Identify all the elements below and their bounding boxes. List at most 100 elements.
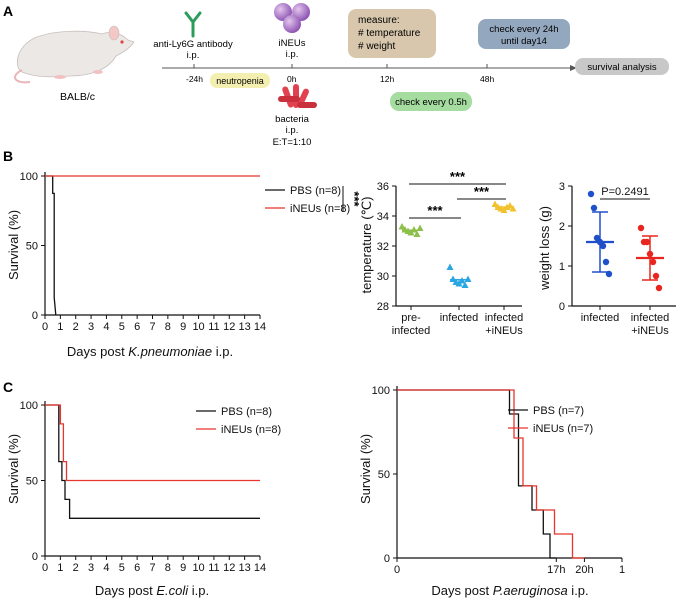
c1-legend-label-0: PBS (n=8)	[221, 406, 272, 418]
tick-minus24h: -24h	[186, 74, 203, 84]
b1-x-tick-label: 2	[73, 321, 79, 333]
measure-temperature: # temperature	[358, 28, 421, 39]
measure-box	[348, 9, 436, 58]
c2-x-tick-label: 17h	[547, 564, 565, 576]
b3-point	[655, 284, 663, 292]
c1-x-tick-label: 9	[180, 562, 186, 574]
c1-x-tick-label: 1	[57, 562, 63, 574]
panel-label-b: B	[3, 148, 13, 164]
b2-sig-stars: ***	[427, 203, 443, 218]
b1-y-tick-label: 100	[20, 171, 38, 183]
bacteria-icon	[278, 84, 317, 108]
panel-label-c: C	[3, 379, 13, 395]
b2-x-label-line2: infected	[392, 325, 431, 337]
b1-x-tick-label: 4	[103, 321, 109, 333]
ineu-label: iNEUs	[279, 38, 306, 49]
c-paeruginosa-xlabel: Days post P.aeruginosa i.p.	[431, 583, 588, 598]
b2-sig-stars: ***	[474, 184, 490, 199]
c2-legend-label-1: iNEUs (n=7)	[533, 423, 593, 435]
b1-x-tick-label: 0	[42, 321, 48, 333]
et-ratio: E:T=1:10	[273, 137, 312, 148]
b3-point	[590, 204, 598, 212]
bacteria-label: bacteria	[275, 114, 310, 125]
ineu-cells-icon	[274, 3, 310, 33]
c1-x-tick-label: 2	[73, 562, 79, 574]
b1-legend-label-1: iNEUs (n=8)	[290, 203, 350, 215]
b2-y-tick-label: 30	[377, 271, 389, 283]
b2-point	[446, 263, 454, 270]
b3-x-label-line2: +iNEUs	[631, 325, 669, 337]
b1-sig-stars: ***	[347, 191, 362, 207]
c2-y-tick-label: 100	[372, 385, 390, 397]
b2-y-tick-label: 32	[377, 241, 389, 253]
b2-x-label-line1: infected	[485, 312, 524, 324]
b1-x-tick-label: 1	[57, 321, 63, 333]
b1-series-pbs	[45, 175, 57, 316]
b3-point	[652, 272, 660, 280]
c1-x-tick-label: 12	[223, 562, 235, 574]
c1-x-tick-label: 10	[192, 562, 204, 574]
c2-x-tick-label: 1	[619, 564, 625, 576]
chart-c-paeruginosa: 0 17h 20h 1 0 50 100 PBS (n=7) iNEUs (n=7) Surv…	[358, 385, 625, 598]
b3-point	[602, 258, 610, 266]
b2-point	[416, 224, 424, 231]
tick-48h: 48h	[480, 74, 494, 84]
check-24h-line2: until day14	[501, 36, 547, 47]
b-survival-ylabel: Survival (%)	[6, 210, 21, 280]
c1-y-tick-label: 100	[20, 400, 38, 412]
b1-y-tick-label: 0	[32, 310, 38, 322]
b2-y-tick-label: 28	[377, 301, 389, 313]
c1-legend-label-1: iNEUs (n=8)	[221, 424, 281, 436]
b-survival-xlabel: Days post K.pneumoniae i.p.	[67, 344, 233, 359]
c1-x-tick-label: 0	[42, 562, 48, 574]
ineu-route: i.p.	[286, 49, 299, 60]
c1-x-tick-label: 4	[103, 562, 109, 574]
b3-point	[587, 190, 595, 198]
b2-point	[461, 281, 469, 288]
b1-x-tick-label: 12	[223, 321, 235, 333]
c1-x-tick-label: 6	[134, 562, 140, 574]
check-05h-box	[390, 92, 472, 111]
c2-legend-label-0: PBS (n=7)	[533, 405, 584, 417]
b3-x-label-line1: infected	[631, 312, 670, 324]
mouse-label: BALB/c	[60, 91, 95, 103]
b2-x-label-line1: infected	[440, 312, 479, 324]
b1-x-tick-label: 9	[180, 321, 186, 333]
c-ecoli-xlabel: Days post E.coli i.p.	[95, 583, 209, 598]
b1-y-tick-label: 50	[26, 241, 38, 253]
check-24h-box	[478, 19, 570, 49]
b1-x-tick-label: 13	[239, 321, 251, 333]
timeline-arrow-icon	[570, 65, 577, 71]
tick-12h: 12h	[380, 74, 394, 84]
panel-label-a: A	[3, 3, 13, 19]
mouse-illustration	[14, 25, 135, 84]
b3-point	[637, 224, 645, 232]
c2-x-tick-label: 0	[394, 564, 400, 576]
c1-series-pbs	[45, 404, 260, 519]
b2-point	[398, 223, 406, 230]
antibody-icon	[184, 11, 202, 38]
b3-y-tick-label: 3	[559, 181, 565, 193]
c1-x-tick-label: 3	[88, 562, 94, 574]
c1-y-tick-label: 0	[32, 551, 38, 563]
measure-weight: # weight	[358, 41, 395, 52]
b2-x-label-line1: pre-	[401, 312, 421, 324]
weight-ylabel: weight loss (g)	[537, 206, 552, 291]
c1-x-tick-label: 14	[254, 562, 266, 574]
b1-legend-label-0: PBS (n=8)	[290, 185, 341, 197]
survival-analysis-box	[575, 58, 669, 75]
b1-x-tick-label: 6	[134, 321, 140, 333]
c2-y-tick-label: 50	[378, 469, 390, 481]
timeline-ticks	[193, 64, 488, 68]
b2-point	[491, 200, 499, 207]
b1-x-tick-label: 8	[165, 321, 171, 333]
b1-x-tick-label: 10	[192, 321, 204, 333]
neutropenia-bubble	[210, 73, 270, 88]
c2-x-tick-label: 20h	[575, 564, 593, 576]
c1-x-tick-label: 8	[165, 562, 171, 574]
b2-y-tick-label: 34	[377, 211, 389, 223]
c-ecoli-ylabel: Survival (%)	[6, 434, 21, 504]
b3-y-tick-label: 2	[559, 221, 565, 233]
